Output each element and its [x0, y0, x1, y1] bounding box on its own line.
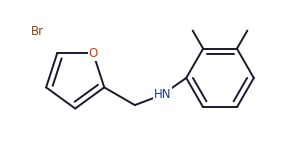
Text: O: O [88, 47, 98, 60]
Text: Br: Br [31, 25, 44, 38]
Text: HN: HN [154, 88, 171, 101]
